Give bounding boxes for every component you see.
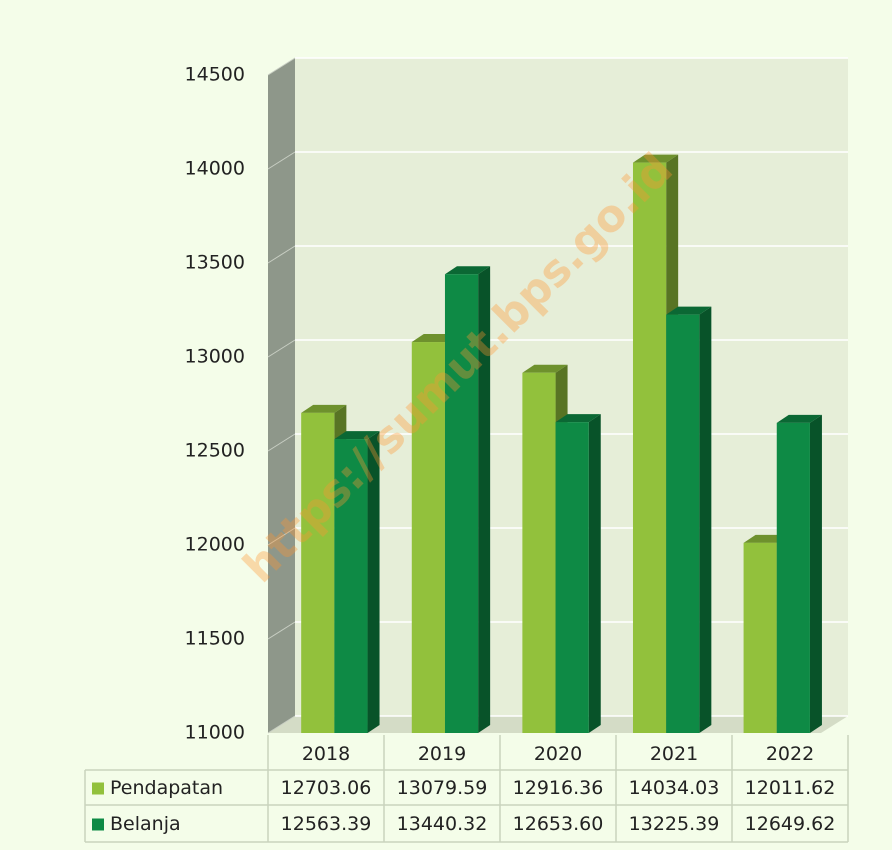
table-cell: 13225.39 [629,813,720,835]
legend-label: Belanja [110,813,181,835]
bar-side [367,431,380,733]
table-cell: 12653.60 [513,813,604,835]
side-grid-line [267,527,296,546]
bar-side [809,414,822,733]
bar [776,422,810,733]
bar-top [444,266,491,275]
y-tick-label: 14500 [185,64,245,86]
bar [444,274,479,733]
x-tick-label: 2019 [418,743,466,765]
side-grid-line [267,57,296,76]
bar [555,422,589,733]
bar-top [555,414,601,423]
bar [743,542,777,733]
y-tick-label: 11500 [185,628,245,650]
side-wall [268,58,295,733]
bar-top [334,431,380,440]
side-grid-line [267,245,296,264]
bar [666,314,700,733]
legend-swatch [92,818,104,831]
table-cell: 14034.03 [629,777,720,799]
side-grid-line [267,715,296,734]
legend-label: Pendapatan [110,777,223,799]
bar [522,372,556,733]
side-grid-line [267,339,296,358]
bar [301,412,335,733]
bar [411,342,445,733]
bar-top [666,306,712,315]
table-cell: 13440.32 [397,813,488,835]
legend-swatch [92,782,104,795]
y-tick-label: 12000 [185,534,245,556]
table-cell: 13079.59 [397,777,488,799]
bar-side [588,414,601,733]
y-tick-label: 13500 [185,252,245,274]
y-tick-label: 11000 [185,722,245,744]
bar [334,439,368,733]
bar [632,162,667,733]
table-cell: 12563.39 [281,813,372,835]
table-cell: 12916.36 [513,777,604,799]
bar-top [522,364,568,373]
y-tick-label: 13000 [185,346,245,368]
bar-top [776,414,822,423]
x-tick-label: 2022 [766,743,814,765]
side-grid-line [267,621,296,640]
x-tick-label: 2018 [302,743,350,765]
bar-side [699,306,712,733]
bar-top [301,404,347,413]
y-tick-label: 14000 [185,158,245,180]
side-grid-line [267,151,296,170]
x-tick-label: 2021 [650,743,698,765]
x-tick-label: 2020 [534,743,582,765]
table-cell: 12649.62 [745,813,836,835]
bar-side [478,266,491,733]
table-cell: 12703.06 [281,777,372,799]
y-tick-label: 12500 [185,440,245,462]
bar-top [632,154,679,163]
side-grid-line [267,433,296,452]
table-cell: 12011.62 [745,777,836,799]
